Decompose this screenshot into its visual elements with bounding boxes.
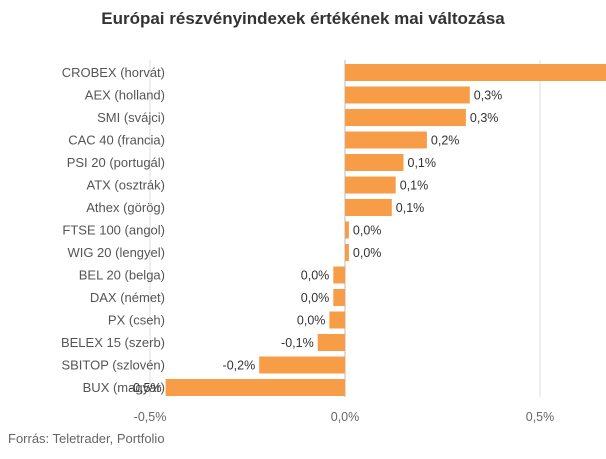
category-label: Athex (görög) (86, 200, 165, 215)
bar (345, 109, 466, 126)
x-tick-label: 0,5% (526, 410, 555, 424)
category-label: BEL 20 (belga) (79, 268, 165, 283)
bar (329, 311, 345, 329)
category-label: PX (cseh) (108, 313, 165, 328)
data-label: 0,2% (431, 134, 460, 148)
category-label: BELEX 15 (szerb) (61, 335, 165, 350)
category-label: AEX (holland) (85, 88, 165, 103)
data-label: 0,0% (301, 291, 330, 305)
bar (345, 244, 349, 261)
bar (165, 379, 345, 396)
data-label: 0,0% (353, 246, 382, 260)
category-label: CAC 40 (francia) (68, 133, 165, 148)
data-label: -0,2% (223, 359, 256, 373)
category-label: ATX (osztrák) (87, 178, 166, 193)
category-label: PSI 20 (portugál) (67, 155, 165, 170)
bar (345, 199, 392, 216)
bar (345, 221, 349, 239)
source-note: Forrás: Teletrader, Portfolio (8, 431, 165, 446)
data-label: 0,3% (470, 111, 499, 125)
bar (333, 266, 345, 284)
bar (345, 154, 404, 171)
bar (333, 289, 345, 306)
data-label: -0,1% (281, 336, 314, 350)
data-label: 0,1% (400, 179, 429, 193)
category-label: SBITOP (szlovén) (61, 358, 165, 373)
data-label: 0,3% (474, 89, 503, 103)
data-label: 0,1% (396, 201, 425, 215)
category-label: BUX (magyar) (83, 380, 165, 395)
category-label: FTSE 100 (angol) (62, 223, 165, 238)
category-label: DAX (német) (90, 290, 165, 305)
data-label: 0,0% (301, 269, 330, 283)
x-tick-label: 0,0% (331, 410, 360, 424)
value-labels: 0,7%0,3%0,3%0,2%0,1%0,1%0,1%0,0%0,0%0,0%… (129, 89, 503, 396)
data-label: 0,0% (353, 224, 382, 238)
data-label: 0,0% (297, 314, 326, 328)
bar (345, 86, 470, 104)
bar (259, 356, 345, 374)
bar (345, 176, 396, 194)
x-axis-ticks: -1,0%-0,5%0,0%0,5%1,0% (134, 410, 555, 424)
x-tick-label: -0,5% (134, 410, 167, 424)
category-labels: CROBEX (horvát) AEX (holland) SMI (svájci)… (61, 65, 165, 395)
chart-title: Európai részvényindexek értékének mai vá… (101, 9, 505, 28)
category-label: SMI (svájci) (97, 110, 165, 125)
data-label: 0,1% (408, 156, 437, 170)
bars (165, 64, 606, 396)
category-label: WIG 20 (lengyel) (67, 245, 165, 260)
bar (345, 64, 606, 81)
category-label: CROBEX (horvát) (62, 65, 165, 80)
bar (345, 131, 427, 149)
bar (317, 334, 345, 351)
data-label: -0,5% (129, 381, 162, 395)
